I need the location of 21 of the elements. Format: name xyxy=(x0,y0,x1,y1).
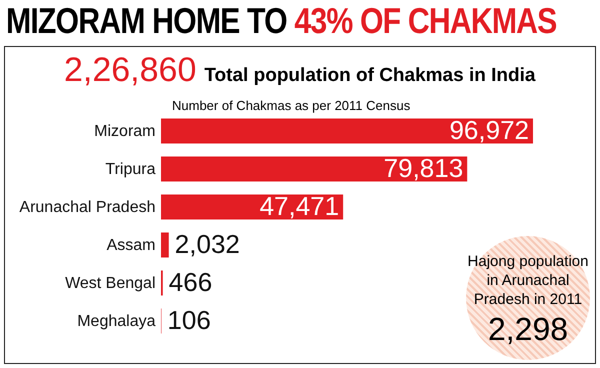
chart-subtitle: 2,26,860 Total population of Chakmas in India xyxy=(64,51,536,89)
annotation: Hajong population in Arunachal Pradesh in 2011 xyxy=(466,252,590,309)
y-tick-label: Mizoram xyxy=(94,123,156,140)
bar xyxy=(161,232,169,258)
data-label: 96,972 xyxy=(449,115,529,145)
data-label: 79,813 xyxy=(384,153,464,183)
y-tick-label: Assam xyxy=(106,237,156,254)
data-label: 466 xyxy=(168,267,212,297)
data-label: 47,471 xyxy=(260,191,340,221)
annotation: 2,298 xyxy=(486,310,570,349)
data-label: 106 xyxy=(167,305,211,335)
y-tick-label: Tripura xyxy=(105,161,156,178)
bar xyxy=(161,156,468,182)
annotation: Number of Chakmas as per 2011 Census xyxy=(172,98,410,113)
chart-title: MIZORAM HOME TO 43% OF CHAKMAS xyxy=(6,0,557,41)
bar xyxy=(161,118,533,144)
y-tick-label: West Bengal xyxy=(65,275,156,292)
y-tick-label: Arunachal Pradesh xyxy=(19,199,156,216)
bar xyxy=(161,194,344,220)
data-label: 2,032 xyxy=(174,229,240,259)
y-tick-label: Meghalaya xyxy=(77,313,156,330)
